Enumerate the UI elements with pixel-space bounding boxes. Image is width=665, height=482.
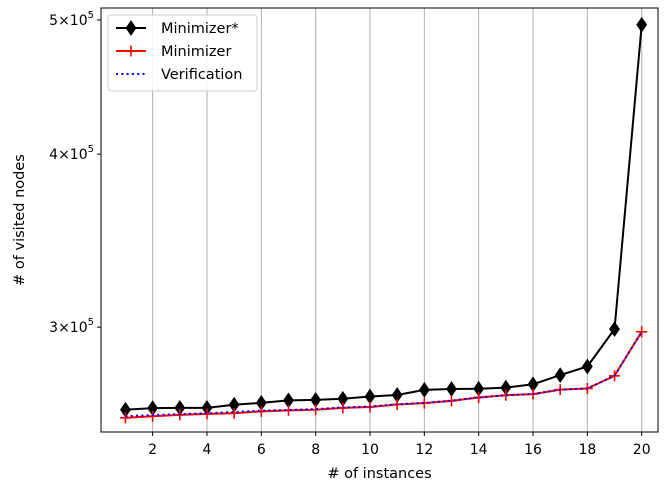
legend-label: Verification — [161, 67, 242, 83]
y-axis-ticks: 3×105 4×105 5×105 — [49, 10, 101, 336]
data-point — [119, 412, 131, 424]
legend-marker — [125, 45, 137, 57]
x-tick-label: 4 — [203, 442, 212, 458]
x-tick-label: 20 — [633, 442, 651, 458]
x-tick-label: 18 — [578, 442, 596, 458]
series-lines — [119, 16, 648, 424]
x-tick-label: 8 — [311, 442, 320, 458]
legend-marker — [125, 20, 137, 36]
legend-entry: Minimizer* — [116, 20, 239, 37]
x-tick-label: 12 — [415, 442, 433, 458]
x-tick-label: 2 — [148, 442, 157, 458]
data-point — [147, 410, 159, 422]
data-point — [554, 367, 566, 383]
x-tick-label: 16 — [524, 442, 542, 458]
x-tick-label: 14 — [470, 442, 488, 458]
legend-entry: Minimizer — [116, 44, 231, 60]
plot-frame — [100, 7, 659, 433]
y-axis-label: # of visited nodes — [12, 154, 28, 286]
data-point — [609, 321, 620, 338]
series-verification — [125, 331, 643, 418]
data-point — [636, 16, 648, 33]
y-tick-label: 3×105 — [49, 317, 94, 336]
x-tick-label: 6 — [257, 442, 266, 458]
x-tick-label: 10 — [361, 442, 379, 458]
data-point — [581, 358, 593, 375]
data-point — [228, 407, 240, 419]
legend-entry: Verification — [116, 67, 242, 83]
y-tick-label: 5×105 — [49, 10, 94, 29]
legend-label: Minimizer — [161, 44, 231, 60]
x-axis-ticks: 2 4 6 8 10 12 14 16 18 20 — [148, 432, 651, 458]
data-point — [636, 326, 648, 338]
legend-box — [107, 14, 258, 92]
series-line — [125, 331, 643, 418]
legend-label: Minimizer* — [161, 21, 239, 37]
legend: Minimizer* Minimizer Verification — [107, 14, 258, 92]
data-point — [418, 381, 430, 398]
legend-entries: Minimizer* Minimizer Verification — [116, 20, 242, 83]
x-axis-label: # of instances — [327, 466, 431, 482]
y-tick-label: 4×105 — [49, 144, 94, 163]
